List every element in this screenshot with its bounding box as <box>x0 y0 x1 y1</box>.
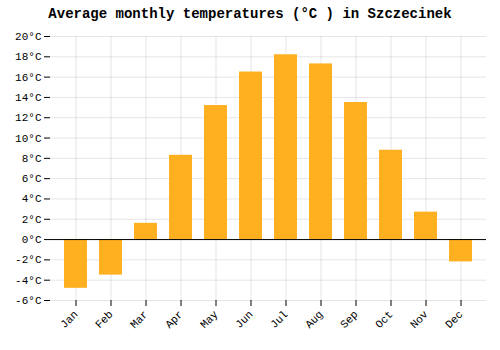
svg-text:Jan: Jan <box>58 308 80 330</box>
svg-text:4°C: 4°C <box>22 193 42 205</box>
svg-text:2°C: 2°C <box>22 214 42 226</box>
svg-text:0°C: 0°C <box>22 234 42 246</box>
svg-text:6°C: 6°C <box>22 173 42 185</box>
svg-text:8°C: 8°C <box>22 153 42 165</box>
svg-text:Oct: Oct <box>373 308 395 330</box>
svg-text:May: May <box>198 308 221 331</box>
svg-text:Aug: Aug <box>303 308 325 330</box>
svg-text:Dec: Dec <box>443 308 465 330</box>
svg-text:20°C: 20°C <box>15 31 42 43</box>
svg-text:12°C: 12°C <box>15 112 42 124</box>
svg-text:Mar: Mar <box>128 308 150 330</box>
svg-text:-4°C: -4°C <box>15 275 42 287</box>
svg-text:Nov: Nov <box>408 308 431 331</box>
svg-text:Apr: Apr <box>163 308 185 330</box>
svg-text:Jul: Jul <box>268 308 290 330</box>
svg-text:Feb: Feb <box>93 308 115 330</box>
svg-text:14°C: 14°C <box>15 92 42 104</box>
svg-text:16°C: 16°C <box>15 72 42 84</box>
svg-text:10°C: 10°C <box>15 133 42 145</box>
svg-text:-6°C: -6°C <box>15 295 42 307</box>
svg-text:Sep: Sep <box>338 308 360 330</box>
svg-text:18°C: 18°C <box>15 51 42 63</box>
svg-text:Jun: Jun <box>233 308 255 330</box>
svg-text:-2°C: -2°C <box>15 254 42 266</box>
html-text:Average monthly temperatures (: Average monthly temperatures (°C ) in Sz… <box>48 6 452 22</box>
